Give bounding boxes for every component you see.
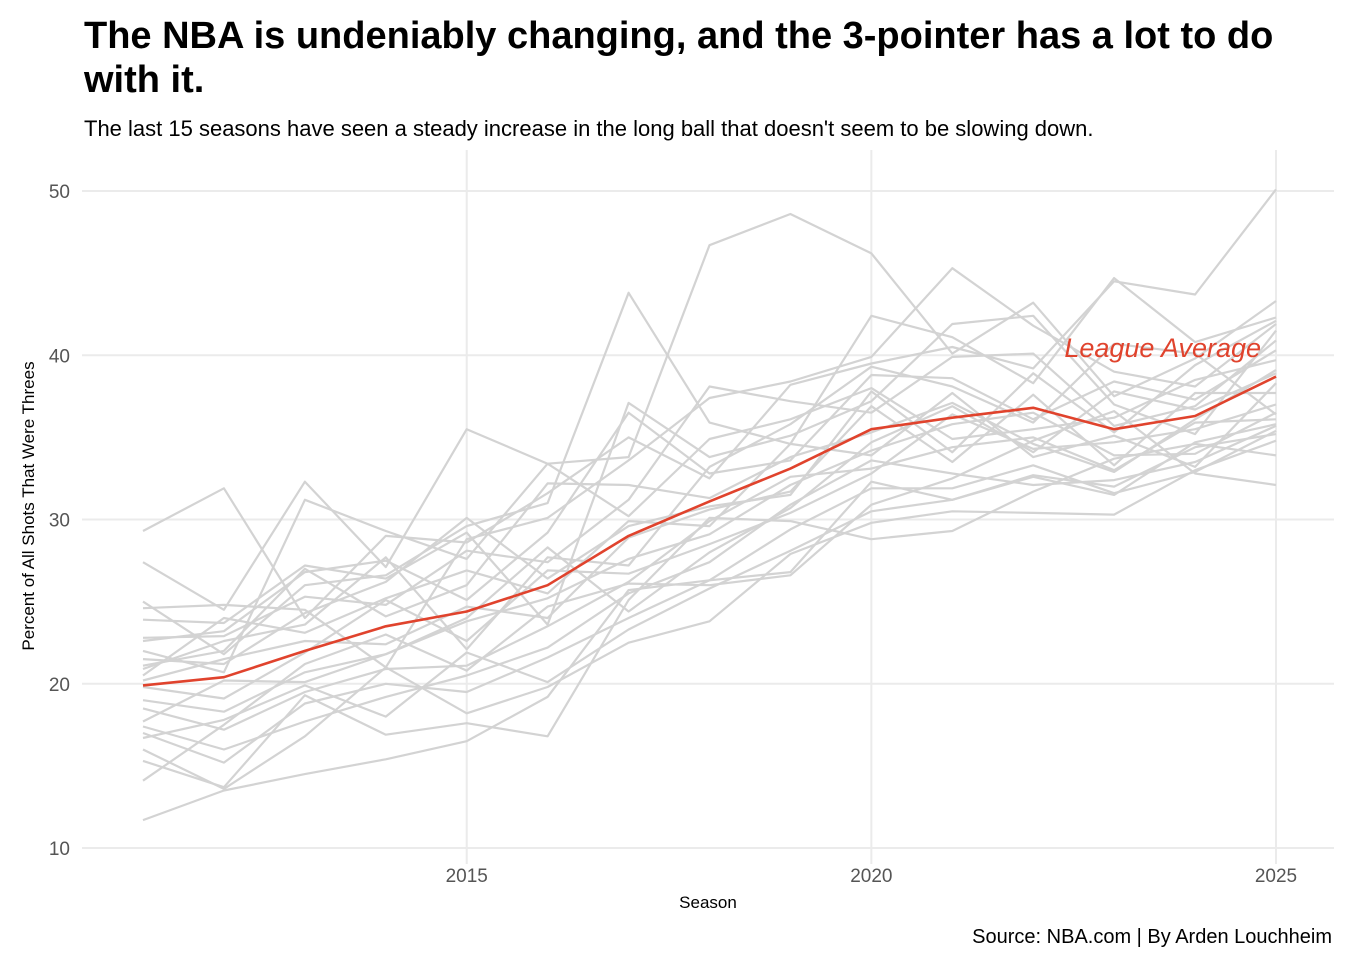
team-series-line	[142, 188, 1277, 620]
gridlines	[82, 150, 1334, 864]
team-series-line	[142, 411, 1277, 713]
x-axis-title: Season	[679, 893, 737, 912]
y-tick-label: 10	[49, 839, 70, 860]
team-series-line	[142, 212, 1277, 611]
team-series-line	[142, 442, 1277, 789]
team-series-line	[142, 314, 1277, 626]
league-average-label: League Average	[1064, 333, 1261, 363]
team-series-line	[142, 439, 1277, 791]
y-axis-title: Percent of All Shots That Were Threes	[19, 361, 38, 650]
team-series-line	[142, 339, 1277, 639]
y-tick-label: 50	[49, 182, 70, 203]
y-tick-label: 40	[49, 346, 70, 367]
team-series	[142, 188, 1277, 822]
x-tick-label: 2025	[1255, 866, 1297, 887]
x-tick-label: 2015	[446, 866, 488, 887]
chart-title: The NBA is undeniably changing, and the …	[84, 15, 1274, 101]
team-series-line	[142, 391, 1276, 682]
league-average-series	[142, 375, 1277, 687]
y-axis-ticks: 10 20 30 40 50	[49, 182, 70, 860]
team-series-line	[142, 372, 1277, 723]
y-tick-label: 20	[49, 675, 70, 696]
x-axis-ticks: 2015 2020 2025	[446, 866, 1298, 887]
team-series-line	[142, 433, 1277, 740]
team-series-line	[142, 349, 1277, 643]
team-series-line	[142, 403, 1277, 700]
chart-subtitle: The last 15 seasons have seen a steady i…	[84, 116, 1094, 141]
y-tick-label: 30	[49, 511, 70, 532]
team-series-line	[142, 418, 1277, 731]
team-series-line	[142, 369, 1277, 667]
team-series-line	[142, 359, 1277, 674]
x-tick-label: 2020	[850, 866, 892, 887]
team-series-line	[142, 267, 1277, 669]
source-caption: Source: NBA.com | By Arden Louchheim	[972, 926, 1332, 948]
team-series-line	[142, 423, 1277, 822]
team-series-line	[142, 277, 1277, 656]
league-average-line	[142, 375, 1277, 687]
